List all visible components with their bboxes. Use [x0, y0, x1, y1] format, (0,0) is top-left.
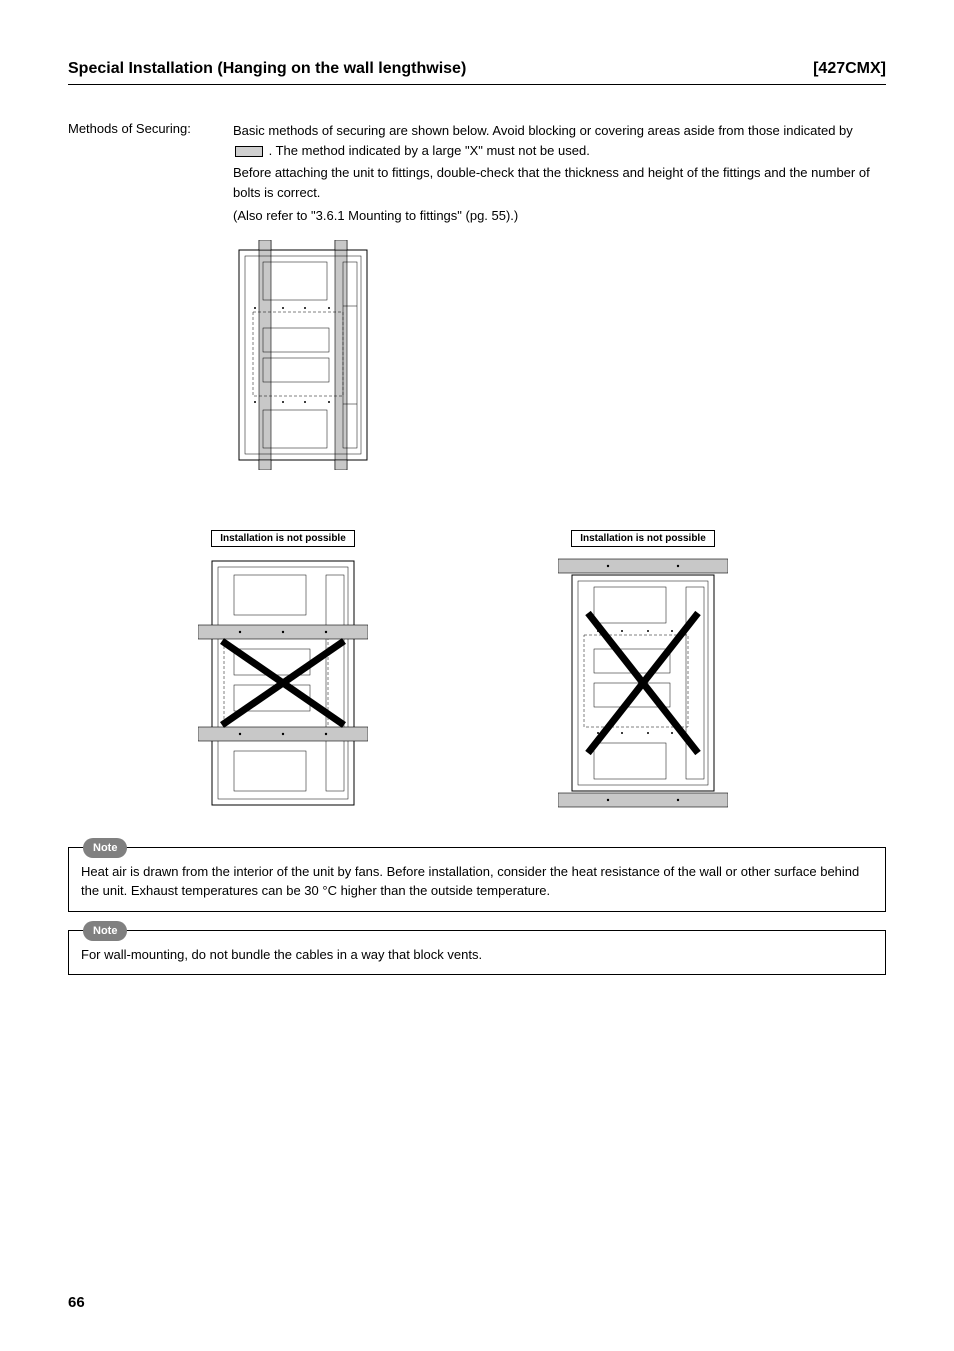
- diagram-bad-right: Installation is not possible: [558, 530, 728, 813]
- shaded-area-icon: [235, 146, 263, 157]
- diagram-ok: [233, 240, 886, 470]
- section-title: Special Installation (Hanging on the wal…: [68, 60, 466, 78]
- note-text-2: For wall-mounting, do not bundle the cab…: [81, 947, 482, 962]
- page-number: 66: [68, 1294, 85, 1311]
- diagram-bad-left: Installation is not possible: [198, 530, 368, 813]
- model-code: [427CMX]: [813, 60, 886, 78]
- caption-bad-left: Installation is not possible: [211, 530, 355, 547]
- note-box-1: Note Heat air is drawn from the interior…: [68, 847, 886, 912]
- note-text-1: Heat air is drawn from the interior of t…: [81, 864, 859, 899]
- panel-bad-right-svg: [558, 553, 728, 813]
- methods-block: Methods of Securing: Basic methods of se…: [68, 121, 886, 228]
- panel-bad-left-svg: [198, 553, 368, 813]
- methods-p1a: Basic methods of securing are shown belo…: [233, 123, 853, 138]
- note-badge-1: Note: [83, 838, 127, 859]
- caption-bad-right: Installation is not possible: [571, 530, 715, 547]
- methods-p1b: . The method indicated by a large "X" mu…: [269, 143, 590, 158]
- page-header: Special Installation (Hanging on the wal…: [68, 60, 886, 85]
- diagram-bad-row: Installation is not possible Installatio…: [198, 530, 886, 813]
- methods-p3: (Also refer to "3.6.1 Mounting to fittin…: [233, 206, 886, 226]
- note-badge-2: Note: [83, 921, 127, 942]
- methods-p2: Before attaching the unit to fittings, d…: [233, 163, 886, 203]
- note-box-2: Note For wall-mounting, do not bundle th…: [68, 930, 886, 976]
- methods-text: Basic methods of securing are shown belo…: [233, 121, 886, 228]
- panel-ok-svg: [233, 240, 373, 470]
- methods-label: Methods of Securing:: [68, 121, 233, 228]
